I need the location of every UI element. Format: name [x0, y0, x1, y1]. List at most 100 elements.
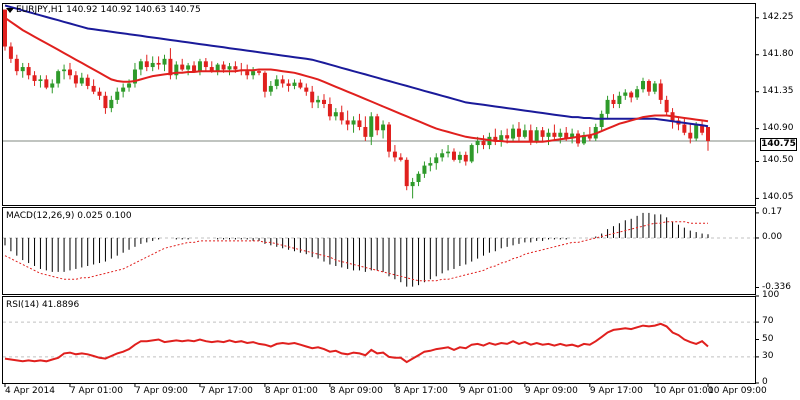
candle[interactable] — [469, 143, 474, 164]
candle[interactable] — [109, 95, 114, 113]
candle[interactable] — [115, 87, 120, 104]
candle[interactable] — [641, 77, 646, 93]
candle[interactable] — [682, 118, 687, 136]
candle[interactable] — [62, 64, 67, 80]
candle[interactable] — [26, 62, 31, 80]
candle[interactable] — [174, 61, 179, 80]
candle[interactable] — [658, 79, 663, 104]
candle[interactable] — [499, 130, 504, 147]
candle[interactable] — [511, 124, 516, 141]
candle[interactable] — [670, 108, 675, 129]
candle[interactable] — [8, 42, 13, 63]
candle[interactable] — [587, 126, 592, 141]
candle[interactable] — [629, 90, 634, 103]
candle[interactable] — [410, 177, 415, 199]
candle[interactable] — [292, 79, 297, 90]
candle[interactable] — [20, 62, 25, 78]
candle[interactable] — [558, 128, 563, 144]
candle[interactable] — [186, 62, 191, 76]
candle[interactable] — [700, 120, 705, 136]
candle[interactable] — [516, 122, 521, 141]
price-panel[interactable] — [3, 4, 755, 199]
candle[interactable] — [457, 151, 462, 164]
candle[interactable] — [38, 75, 43, 88]
candle[interactable] — [552, 124, 557, 141]
candle[interactable] — [227, 62, 232, 76]
candle[interactable] — [286, 79, 291, 92]
candle[interactable] — [652, 81, 657, 95]
candle[interactable] — [446, 145, 451, 158]
candle[interactable] — [67, 62, 72, 80]
candle[interactable] — [440, 149, 445, 162]
candle[interactable] — [706, 126, 710, 151]
candle[interactable] — [298, 79, 303, 90]
candle[interactable] — [91, 79, 96, 95]
candle[interactable] — [570, 128, 575, 144]
candle[interactable] — [44, 75, 49, 90]
candle[interactable] — [646, 79, 651, 96]
candle[interactable] — [481, 135, 486, 150]
candle[interactable] — [280, 75, 285, 88]
candle[interactable] — [345, 110, 350, 131]
candle[interactable] — [576, 130, 581, 147]
candle[interactable] — [363, 116, 368, 141]
candle[interactable] — [14, 54, 19, 76]
candle[interactable] — [375, 113, 380, 136]
candle[interactable] — [73, 71, 78, 88]
candle[interactable] — [422, 161, 427, 178]
candle[interactable] — [274, 75, 279, 90]
candle[interactable] — [599, 110, 604, 131]
candle[interactable] — [316, 95, 321, 109]
candle[interactable] — [351, 116, 356, 133]
candle[interactable] — [605, 95, 610, 119]
candle[interactable] — [623, 89, 628, 100]
candle[interactable] — [150, 56, 155, 72]
candle[interactable] — [192, 61, 197, 73]
candle[interactable] — [333, 108, 338, 121]
candle[interactable] — [251, 67, 256, 80]
candle[interactable] — [97, 87, 102, 100]
candle[interactable] — [611, 94, 616, 109]
candle[interactable] — [32, 71, 37, 86]
candle[interactable] — [381, 120, 386, 139]
candle[interactable] — [581, 131, 586, 146]
candle[interactable] — [245, 64, 250, 80]
candle[interactable] — [310, 85, 315, 109]
candle[interactable] — [534, 126, 539, 144]
candle[interactable] — [132, 62, 137, 88]
candle[interactable] — [339, 105, 344, 125]
candle[interactable] — [197, 58, 202, 76]
candle[interactable] — [322, 94, 327, 109]
candle[interactable] — [357, 113, 362, 131]
candle[interactable] — [676, 116, 681, 131]
candle[interactable] — [493, 128, 498, 146]
candle[interactable] — [416, 171, 421, 187]
candle[interactable] — [434, 153, 439, 170]
candle[interactable] — [428, 157, 433, 172]
candle[interactable] — [327, 97, 332, 121]
candle[interactable] — [162, 54, 167, 72]
candle[interactable] — [475, 136, 480, 154]
candle[interactable] — [85, 74, 90, 90]
candle[interactable] — [268, 81, 273, 96]
candle[interactable] — [215, 62, 220, 76]
candle[interactable] — [103, 91, 108, 114]
candle[interactable] — [617, 91, 622, 109]
candle[interactable] — [121, 83, 126, 98]
candle[interactable] — [304, 83, 309, 96]
candle[interactable] — [369, 112, 374, 146]
candle[interactable] — [392, 145, 397, 162]
candle[interactable] — [79, 72, 84, 86]
candle[interactable] — [404, 157, 409, 191]
candle[interactable] — [3, 9, 7, 51]
candle[interactable] — [156, 56, 161, 70]
triangle-down-icon[interactable] — [6, 8, 14, 13]
candle[interactable] — [180, 58, 185, 72]
candle[interactable] — [398, 153, 403, 162]
candle[interactable] — [50, 79, 55, 94]
macd-panel[interactable] — [3, 212, 755, 287]
candle[interactable] — [546, 128, 551, 146]
candle[interactable] — [56, 69, 61, 88]
candle[interactable] — [463, 151, 468, 166]
